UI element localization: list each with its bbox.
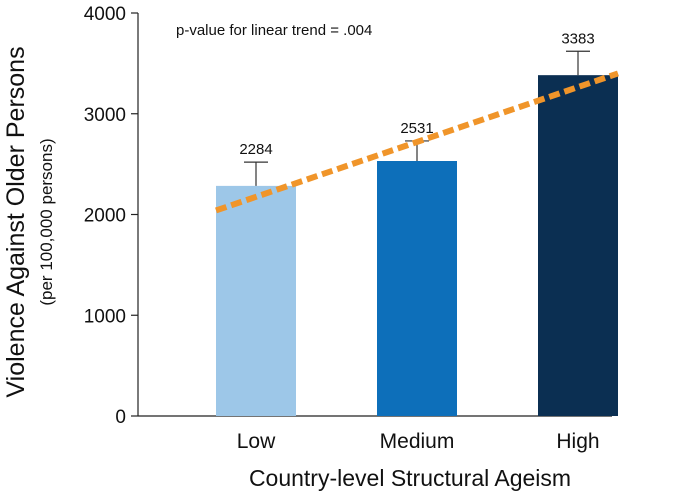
x-tick-label: Medium	[380, 430, 455, 453]
bar	[377, 161, 457, 416]
y-axis-label: Violence Against Older Persons	[2, 46, 30, 397]
x-axis-label: Country-level Structural Ageism	[249, 465, 571, 491]
trend-line-group	[215, 70, 619, 214]
y-tick-label: 4000	[84, 4, 126, 25]
x-tick-label: High	[556, 430, 599, 453]
bar	[538, 75, 618, 416]
error-bars	[244, 50, 590, 186]
trend-annotation: p-value for linear trend = .004	[176, 22, 372, 39]
y-tick-label: 3000	[84, 105, 126, 126]
data-label: 3383	[561, 30, 594, 47]
bar	[216, 185, 296, 416]
y-tick-label: 0	[115, 407, 126, 428]
data-label: 2284	[239, 141, 272, 158]
data-label: 2531	[400, 120, 433, 137]
y-axis-sublabel: (per 100,000 persons)	[37, 138, 56, 305]
labels: 0 1000 2000 3000 4000 2284 Low 2531 Medium 3383 Hi…	[84, 4, 600, 453]
x-tick-label: Low	[237, 430, 276, 453]
bars	[216, 75, 618, 416]
trend-line	[215, 70, 619, 214]
y-tick-label: 2000	[84, 206, 126, 227]
y-tick-label: 1000	[84, 306, 126, 327]
